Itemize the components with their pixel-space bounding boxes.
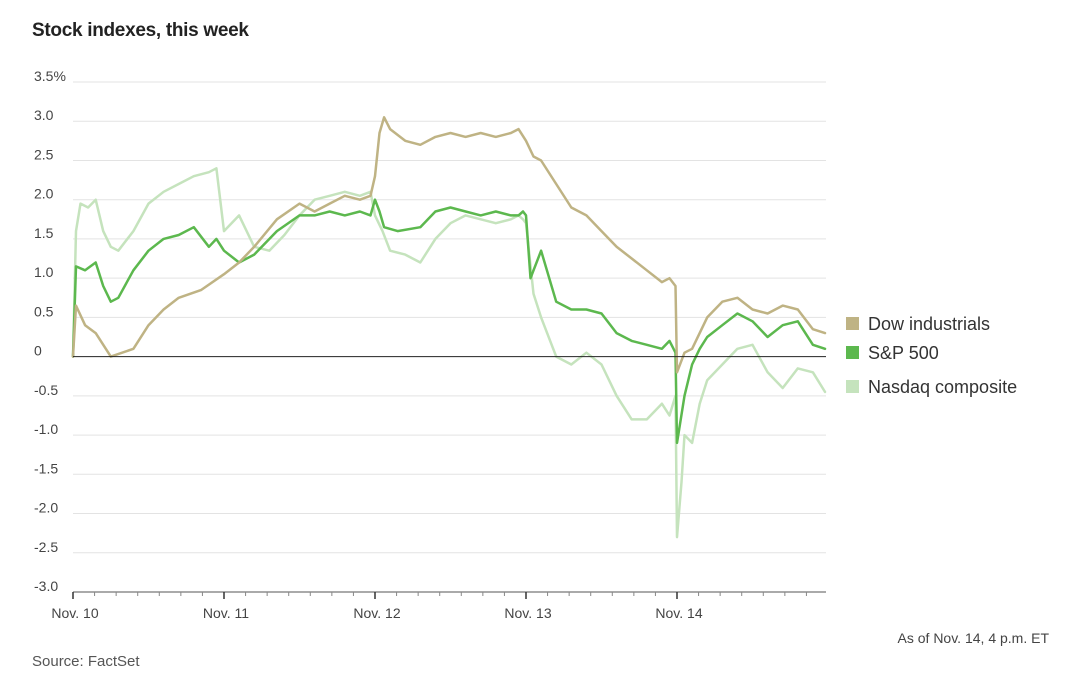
legend-swatch-s-p-500: [846, 346, 859, 359]
y-tick-label: -1.5: [34, 460, 58, 476]
x-tick-label: Nov. 12: [353, 605, 400, 621]
series-line-dow-industrials: [71, 116, 827, 374]
y-tick-label: 2.5: [34, 146, 54, 162]
x-axis: Nov. 10 Nov. 11 Nov. 12 Nov. 13 Nov. 14: [51, 591, 826, 621]
legend: Dow industrials S&P 500 Nasdaq composite: [846, 314, 1017, 397]
series-line-s-p-500: [71, 198, 827, 445]
y-tick-label: -2.5: [34, 539, 58, 555]
x-tick-label: Nov. 14: [655, 605, 702, 621]
source-note: Source: FactSet: [32, 653, 140, 670]
x-tick-label: Nov. 13: [504, 605, 551, 621]
series-line-nasdaq-composite: [71, 167, 827, 539]
chart-title: Stock indexes, this week: [32, 20, 249, 41]
x-tick-label: Nov. 10: [51, 605, 98, 621]
y-tick-label: 1.5: [34, 225, 54, 241]
legend-label-nasdaq-composite: Nasdaq composite: [868, 377, 1017, 397]
x-tick-label: Nov. 11: [203, 605, 249, 621]
y-tick-label: 1.0: [34, 264, 54, 280]
series-lines: [71, 116, 827, 539]
y-tick-label: 0: [34, 343, 42, 359]
legend-label-dow-industrials: Dow industrials: [868, 314, 990, 334]
legend-swatch-nasdaq-composite: [846, 380, 859, 393]
y-tick-label: 3.5%: [34, 68, 66, 84]
legend-swatch-dow-industrials: [846, 317, 859, 330]
y-tick-label: -1.0: [34, 421, 58, 437]
timestamp-note: As of Nov. 14, 4 p.m. ET: [897, 630, 1049, 646]
grid-lines: [73, 81, 826, 593]
y-tick-label: 0.5: [34, 303, 54, 319]
y-tick-label: 3.0: [34, 107, 54, 123]
y-tick-label: 2.0: [34, 186, 54, 202]
y-tick-label: -2.0: [34, 500, 58, 516]
y-tick-label: -3.0: [34, 578, 58, 594]
y-tick-label: -0.5: [34, 382, 58, 398]
legend-label-s-p-500: S&P 500: [868, 343, 939, 363]
y-axis-tick-labels: 3.5% 3.0 2.5 2.0 1.5 1.0 0.5 0 -0.5 -1.0 -1.5 -2.0 -…: [34, 68, 66, 594]
